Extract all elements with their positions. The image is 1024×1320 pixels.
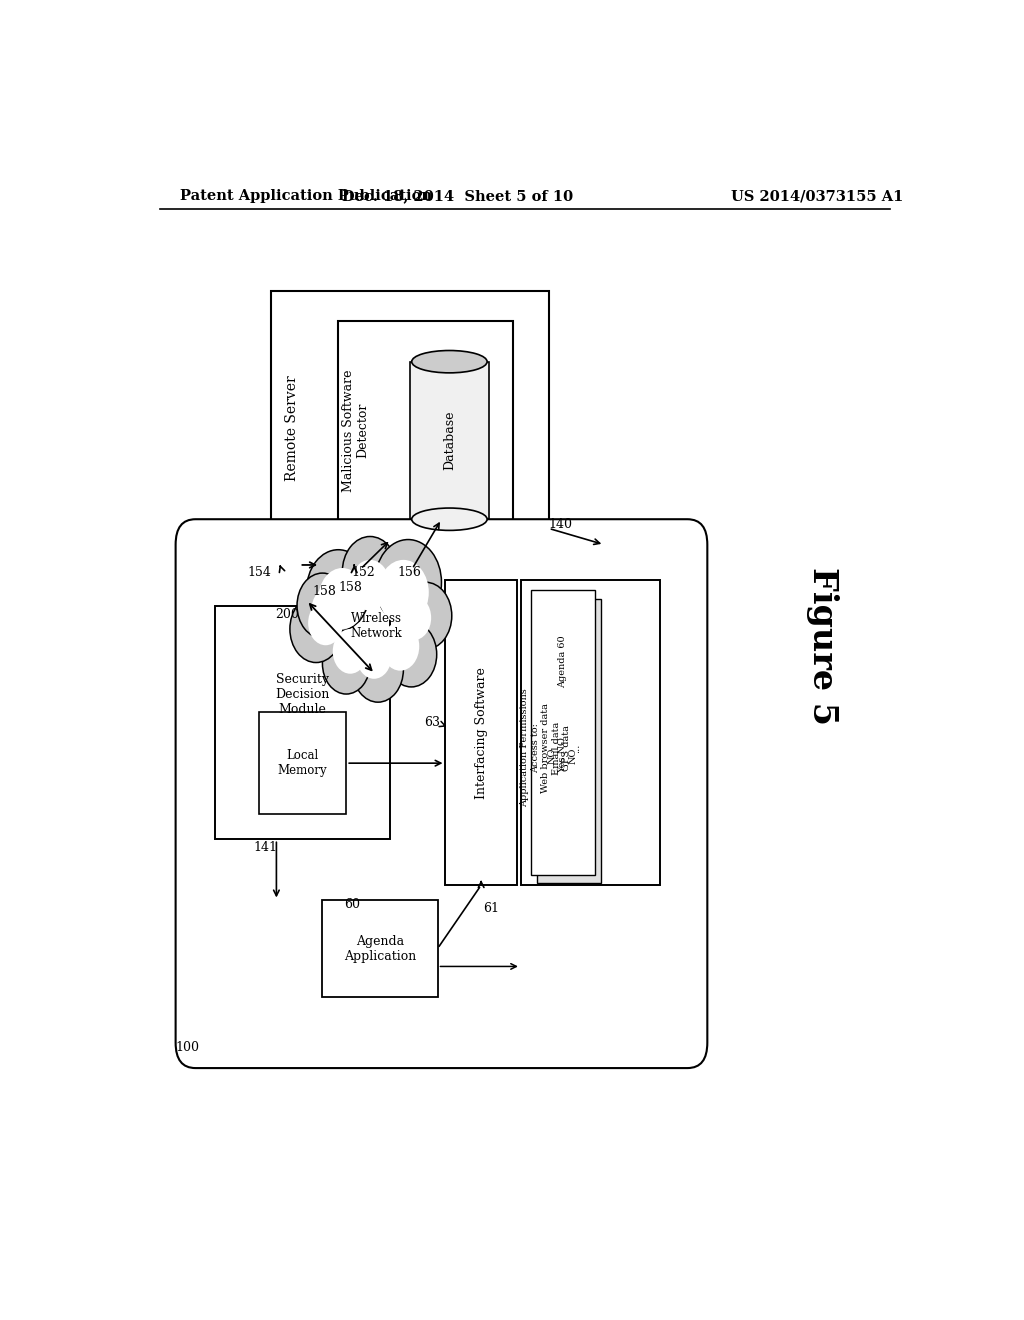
Circle shape <box>342 536 397 607</box>
Circle shape <box>396 595 431 640</box>
Circle shape <box>399 582 452 649</box>
Text: NO
Yes NO
NO: NO Yes NO NO <box>548 738 578 774</box>
Circle shape <box>323 634 370 694</box>
Bar <box>323 900 437 997</box>
Text: Dec. 18, 2014  Sheet 5 of 10: Dec. 18, 2014 Sheet 5 of 10 <box>342 189 572 203</box>
Circle shape <box>381 622 419 671</box>
Bar <box>215 606 390 840</box>
Circle shape <box>356 634 391 678</box>
Bar <box>521 581 659 886</box>
Text: Malicious Software
Detector: Malicious Software Detector <box>342 370 370 491</box>
Circle shape <box>333 630 368 673</box>
Text: 152: 152 <box>351 565 375 578</box>
Circle shape <box>350 560 390 611</box>
Bar <box>445 581 517 886</box>
Bar <box>538 598 601 883</box>
Text: 63: 63 <box>424 715 440 729</box>
Text: 200: 200 <box>274 609 299 622</box>
Circle shape <box>386 622 436 686</box>
Text: Wireless
Network: Wireless Network <box>350 612 402 640</box>
Text: Security
Decision
Module: Security Decision Module <box>275 673 330 715</box>
Text: 140: 140 <box>549 517 572 531</box>
Circle shape <box>352 638 403 702</box>
Text: Database: Database <box>443 411 456 470</box>
Text: Remote Server: Remote Server <box>286 375 299 480</box>
Text: 156: 156 <box>397 565 422 578</box>
Bar <box>531 590 595 875</box>
Text: 60: 60 <box>344 898 359 911</box>
Text: Local
Memory: Local Memory <box>278 750 328 777</box>
Circle shape <box>311 586 349 635</box>
Circle shape <box>318 568 366 630</box>
Ellipse shape <box>412 351 487 372</box>
Circle shape <box>378 560 429 624</box>
Circle shape <box>375 540 441 624</box>
Text: US 2014/0373155 A1: US 2014/0373155 A1 <box>731 189 903 203</box>
Text: 154: 154 <box>247 565 271 578</box>
Text: 158: 158 <box>312 585 336 598</box>
Circle shape <box>306 549 370 631</box>
Circle shape <box>290 595 342 663</box>
Ellipse shape <box>412 508 487 531</box>
Text: 100: 100 <box>175 1041 200 1055</box>
Bar <box>270 290 549 565</box>
Text: Agenda 60: Agenda 60 <box>558 635 567 688</box>
Text: 61: 61 <box>483 902 500 915</box>
Text: 158: 158 <box>338 581 362 594</box>
Text: Application Permissions
Access to:
Web browser data
Email data
GPS data
...: Application Permissions Access to: Web b… <box>520 689 582 808</box>
Circle shape <box>297 573 348 638</box>
Text: Patent Application Publication: Patent Application Publication <box>179 189 431 203</box>
Circle shape <box>308 601 343 645</box>
Bar <box>410 362 489 519</box>
Text: Agenda
Application: Agenda Application <box>344 935 416 962</box>
Text: Figure 5: Figure 5 <box>806 568 839 725</box>
Bar <box>338 321 513 540</box>
FancyBboxPatch shape <box>176 519 708 1068</box>
Bar <box>259 713 346 814</box>
Text: Interfacing Software: Interfacing Software <box>475 667 487 799</box>
Text: 141: 141 <box>253 841 278 854</box>
